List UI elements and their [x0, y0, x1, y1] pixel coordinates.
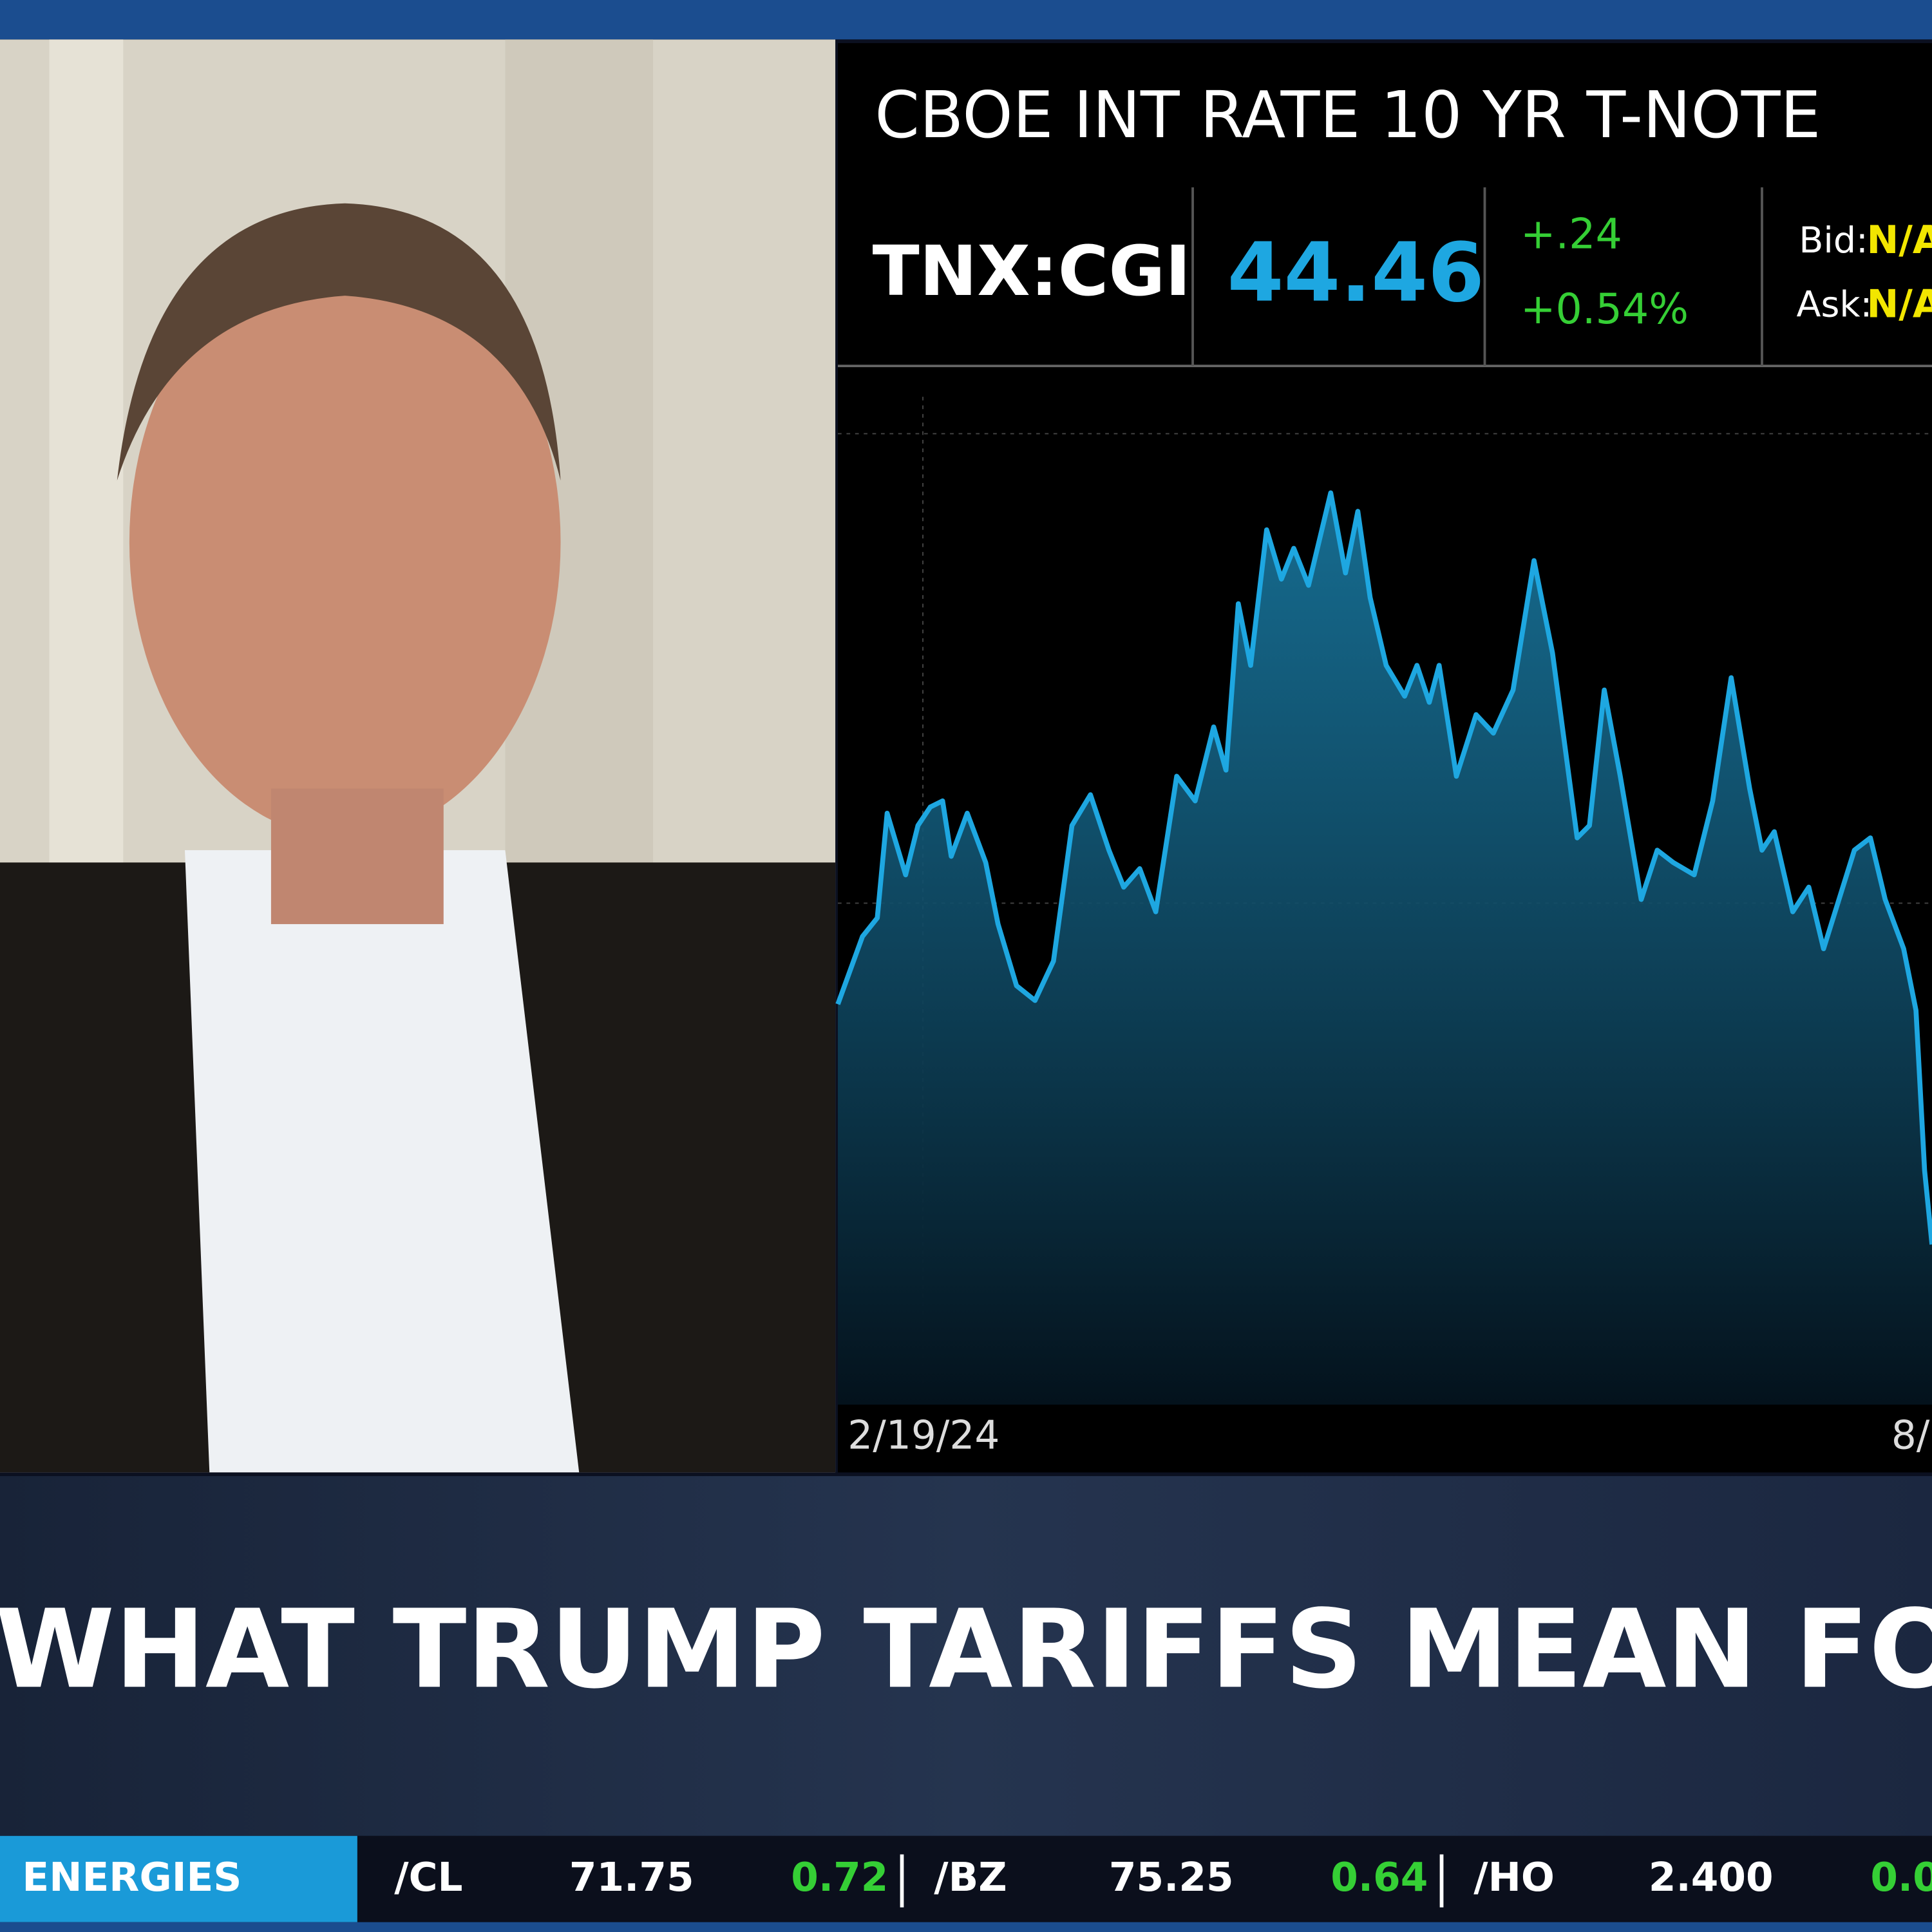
ask: N/A [1867, 282, 1932, 327]
date-label: 2/19/24 [848, 1412, 999, 1458]
change: +.24 [1520, 210, 1622, 258]
ticker-last: 2.400 [1649, 1855, 1774, 1900]
ticker-change: 0.72 [791, 1855, 888, 1900]
ticker-symbol: /HO [1473, 1855, 1555, 1900]
bid-label: Bid: [1799, 220, 1868, 261]
headline: WHAT TRUMP TARIFFS MEAN FOR THE [0, 1586, 1932, 1712]
video-feed [0, 39, 836, 1473]
ticker-items: /CL 71.75 0.72/BZ 75.25 0.64/HO 2.400 0.015 [394, 1854, 1932, 1908]
top-bar [0, 0, 1932, 40]
date-label: 8/ [1891, 1412, 1930, 1458]
ticker-symbol: /CL [394, 1855, 462, 1900]
ticker-symbol: /BZ [934, 1855, 1007, 1900]
lower-third [0, 1476, 1932, 1836]
ticker-section-label: ENERGIES [22, 1855, 242, 1900]
price: 44.46 [1227, 225, 1484, 320]
ticker-change: 0.015 [1870, 1855, 1932, 1900]
change-pct: +0.54% [1520, 285, 1689, 334]
symbol: TNX:CGI [873, 232, 1191, 312]
bottom-bar [0, 1922, 1932, 1932]
ask-label: Ask: [1797, 285, 1873, 326]
ticker-last: 71.75 [569, 1855, 694, 1900]
price-chart [835, 397, 1932, 1405]
quote-title: CBOE INT RATE 10 YR T-NOTE [875, 79, 1821, 153]
ticker-section [0, 1835, 357, 1922]
bid: N/A [1867, 218, 1932, 262]
ticker-last: 75.25 [1109, 1855, 1234, 1900]
ticker-change: 0.64 [1331, 1855, 1428, 1900]
